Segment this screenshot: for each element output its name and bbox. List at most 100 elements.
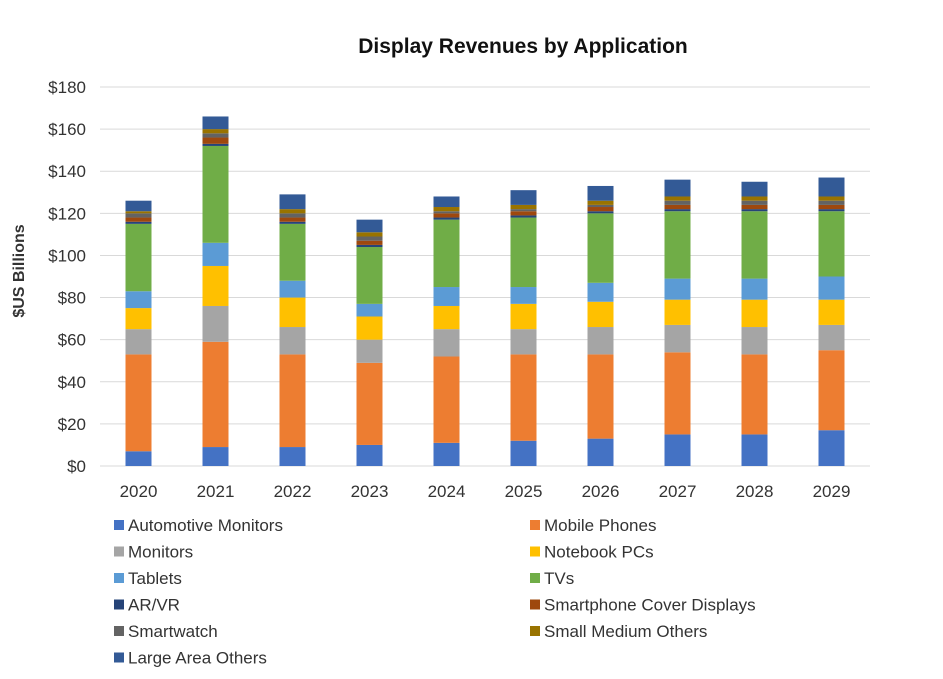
bar-segment	[433, 217, 460, 220]
legend-swatch	[530, 573, 540, 583]
bar-segment	[356, 236, 383, 241]
bar-segment	[125, 451, 152, 466]
bar-segment	[664, 200, 691, 205]
legend-swatch	[114, 626, 124, 636]
bar-segment	[433, 329, 460, 357]
bar-segment	[279, 223, 306, 281]
bar-segment	[433, 207, 460, 212]
bar-segment	[818, 430, 845, 466]
x-tick-label: 2024	[428, 482, 466, 501]
y-axis-label: $US Billions	[11, 224, 28, 317]
legend-swatch	[114, 652, 124, 663]
y-tick-label: $140	[48, 162, 86, 181]
legend-swatch	[114, 546, 124, 557]
legend-item: Monitors	[114, 543, 193, 562]
legend-label: Smartwatch	[128, 622, 218, 641]
bar-segment	[510, 209, 537, 212]
y-tick-label: $60	[58, 331, 86, 350]
bar-segment	[279, 354, 306, 448]
bar-segment	[510, 211, 537, 216]
bar-segment	[125, 329, 152, 355]
bar-segment	[125, 200, 152, 212]
legend-item: Automotive Monitors	[114, 516, 283, 535]
bar-segment	[510, 354, 537, 441]
bar-segment	[587, 200, 614, 205]
legend-item: Tablets	[114, 569, 182, 588]
bar-segment	[279, 194, 306, 210]
legend-item: Mobile Phones	[530, 516, 656, 535]
bar-segment	[587, 327, 614, 355]
bar-segment	[202, 143, 229, 146]
bar-segment	[279, 327, 306, 355]
legend-label: Notebook PCs	[544, 543, 654, 562]
x-tick-label: 2029	[813, 482, 851, 501]
bar-segment	[125, 291, 152, 309]
chart-title: Display Revenues by Application	[358, 35, 687, 58]
bar-segment	[279, 213, 306, 218]
bar-segment	[818, 204, 845, 210]
bar-segment	[279, 447, 306, 466]
bar-segment	[356, 240, 383, 245]
y-tick-label: $160	[48, 120, 86, 139]
legend-label: Large Area Others	[128, 649, 267, 668]
bars	[125, 116, 845, 466]
bar-segment	[433, 305, 460, 330]
bar-segment	[741, 204, 768, 210]
bar-segment	[818, 177, 845, 197]
bar-segment	[433, 213, 460, 218]
bar-segment	[433, 196, 460, 208]
bar-segment	[818, 350, 845, 431]
legend-swatch	[530, 546, 540, 557]
bar-segment	[818, 324, 845, 351]
legend-label: Monitors	[128, 543, 193, 562]
y-tick-label: $0	[67, 457, 86, 476]
bar-segment	[510, 440, 537, 466]
bar-segment	[741, 200, 768, 205]
y-tick-label: $40	[58, 373, 86, 392]
x-tick-label: 2020	[120, 482, 158, 501]
bar-segment	[587, 207, 614, 212]
legend-label: Small Medium Others	[544, 622, 707, 641]
legend-item: Smartphone Cover Displays	[530, 596, 756, 615]
bar-segment	[125, 221, 152, 224]
bar-segment	[202, 242, 229, 266]
legend-item: AR/VR	[114, 596, 180, 615]
bar-segment	[202, 341, 229, 448]
legend-swatch	[114, 573, 124, 583]
bar-segment	[664, 204, 691, 210]
bar-segment	[510, 287, 537, 304]
bar-segment	[202, 145, 229, 243]
bar-segment	[510, 190, 537, 205]
bar-segment	[818, 196, 845, 201]
bar-segment	[818, 276, 845, 300]
bar-segment	[125, 308, 152, 330]
x-tick-label: 2021	[197, 482, 235, 501]
bar-segment	[818, 299, 845, 325]
bar-segment	[741, 278, 768, 300]
bar-segment	[433, 211, 460, 214]
bar-segment	[818, 211, 845, 277]
bar-segment	[356, 247, 383, 304]
legend-swatch	[530, 599, 540, 610]
bar-segment	[202, 447, 229, 466]
legend-item: Large Area Others	[114, 649, 267, 668]
bar-segment	[587, 438, 614, 466]
x-tick-label: 2025	[505, 482, 543, 501]
legend-label: Automotive Monitors	[128, 516, 283, 535]
bar-segment	[279, 217, 306, 222]
legend: Automotive Monitors Mobile Phones Monitors…	[114, 516, 756, 668]
legend-label: AR/VR	[128, 596, 180, 615]
bar-segment	[356, 316, 383, 340]
bar-segment	[510, 303, 537, 330]
bar-segment	[664, 352, 691, 435]
bar-segment	[664, 209, 691, 212]
bar-segment	[202, 305, 229, 342]
bar-segment	[664, 196, 691, 201]
bar-segment	[279, 280, 306, 298]
x-tick-label: 2026	[582, 482, 620, 501]
legend-item: Smartwatch	[114, 622, 218, 641]
bar-segment	[664, 211, 691, 279]
bar-segment	[202, 137, 229, 144]
bar-segment	[587, 301, 614, 328]
